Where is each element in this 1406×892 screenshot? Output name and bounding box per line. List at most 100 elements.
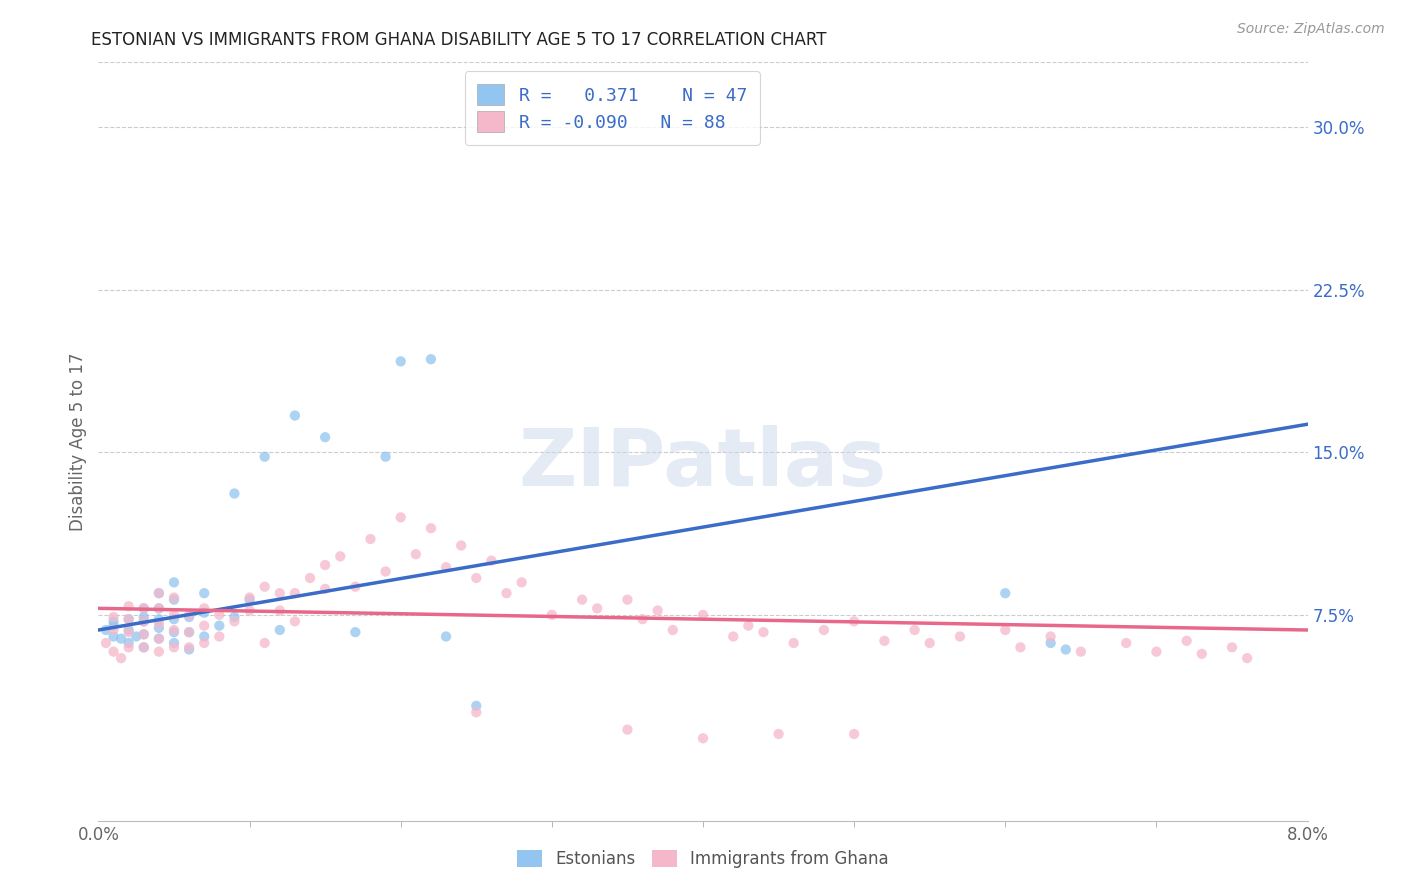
Point (723, 630, 745, 644)
Point (344, 580, 367, 594)
Point (314, 582, 336, 596)
Text: ESTONIAN VS IMMIGRANTS FROM GHANA DISABILITY AGE 5 TO 17 CORRELATION CHART: ESTONIAN VS IMMIGRANTS FROM GHANA DISABI… (91, 31, 827, 49)
Point (193, 618, 215, 632)
Point (94, 623, 117, 637)
Point (148, 601, 170, 615)
Point (495, 586, 517, 600)
Point (132, 615, 155, 629)
Point (768, 727, 790, 741)
Point (148, 616, 170, 631)
Point (510, 575, 533, 590)
Point (110, 632, 132, 646)
Point (239, 591, 262, 605)
Point (1039, 636, 1062, 650)
Point (481, 554, 503, 568)
Point (125, 630, 148, 644)
Point (253, 636, 276, 650)
Point (132, 615, 155, 629)
Point (118, 612, 141, 626)
Point (540, 607, 562, 622)
Point (752, 625, 775, 640)
Point (163, 592, 186, 607)
Point (1236, 651, 1258, 665)
Point (132, 601, 155, 615)
Point (148, 632, 170, 646)
Point (224, 615, 246, 629)
Point (586, 601, 609, 615)
Point (253, 580, 276, 594)
Point (465, 698, 488, 713)
Point (314, 430, 336, 444)
Point (420, 521, 443, 535)
Point (179, 625, 201, 640)
Legend: Estonians, Immigrants from Ghana: Estonians, Immigrants from Ghana (510, 843, 896, 875)
Point (465, 706, 488, 720)
Point (239, 592, 262, 607)
Point (118, 623, 141, 637)
Point (132, 601, 155, 615)
Point (132, 640, 155, 655)
Point (284, 586, 307, 600)
Text: Source: ZipAtlas.com: Source: ZipAtlas.com (1237, 22, 1385, 37)
Point (148, 612, 170, 626)
Point (647, 603, 669, 617)
Point (314, 558, 336, 572)
Text: ZIPatlas: ZIPatlas (519, 425, 887, 503)
Point (179, 640, 201, 655)
Point (193, 606, 215, 620)
Point (1146, 645, 1168, 659)
Point (374, 565, 396, 579)
Point (118, 640, 141, 655)
Point (434, 630, 457, 644)
Point (465, 571, 488, 585)
Point (148, 586, 170, 600)
Point (148, 621, 170, 635)
Point (103, 645, 125, 659)
Point (179, 610, 201, 624)
Point (103, 610, 125, 624)
Point (163, 591, 186, 605)
Point (163, 623, 186, 637)
Point (269, 623, 291, 637)
Point (434, 560, 457, 574)
Point (132, 640, 155, 655)
Point (132, 627, 155, 641)
Point (239, 603, 262, 617)
Point (253, 450, 276, 464)
Point (110, 651, 132, 665)
Point (360, 532, 382, 546)
Point (193, 630, 215, 644)
Point (813, 623, 835, 637)
Point (148, 586, 170, 600)
Point (1070, 645, 1092, 659)
Point (389, 354, 412, 368)
Point (661, 623, 683, 637)
Point (103, 623, 125, 637)
Legend: R =   0.371    N = 47, R = -0.090   N = 88: R = 0.371 N = 47, R = -0.090 N = 88 (465, 71, 759, 145)
Point (103, 630, 125, 644)
Point (374, 450, 396, 464)
Point (692, 607, 714, 622)
Point (208, 607, 231, 622)
Point (132, 610, 155, 624)
Point (299, 571, 322, 585)
Point (118, 612, 141, 626)
Point (1220, 640, 1243, 655)
Point (118, 599, 141, 614)
Point (405, 547, 427, 561)
Point (616, 723, 638, 737)
Point (208, 630, 231, 644)
Point (193, 601, 215, 615)
Point (132, 627, 155, 641)
Point (994, 586, 1017, 600)
Point (148, 645, 170, 659)
Point (163, 575, 186, 590)
Point (148, 601, 170, 615)
Point (844, 615, 866, 629)
Y-axis label: Disability Age 5 to 17: Disability Age 5 to 17 (69, 352, 87, 531)
Point (737, 618, 759, 632)
Point (1115, 636, 1137, 650)
Point (1010, 640, 1032, 655)
Point (284, 615, 307, 629)
Point (783, 636, 806, 650)
